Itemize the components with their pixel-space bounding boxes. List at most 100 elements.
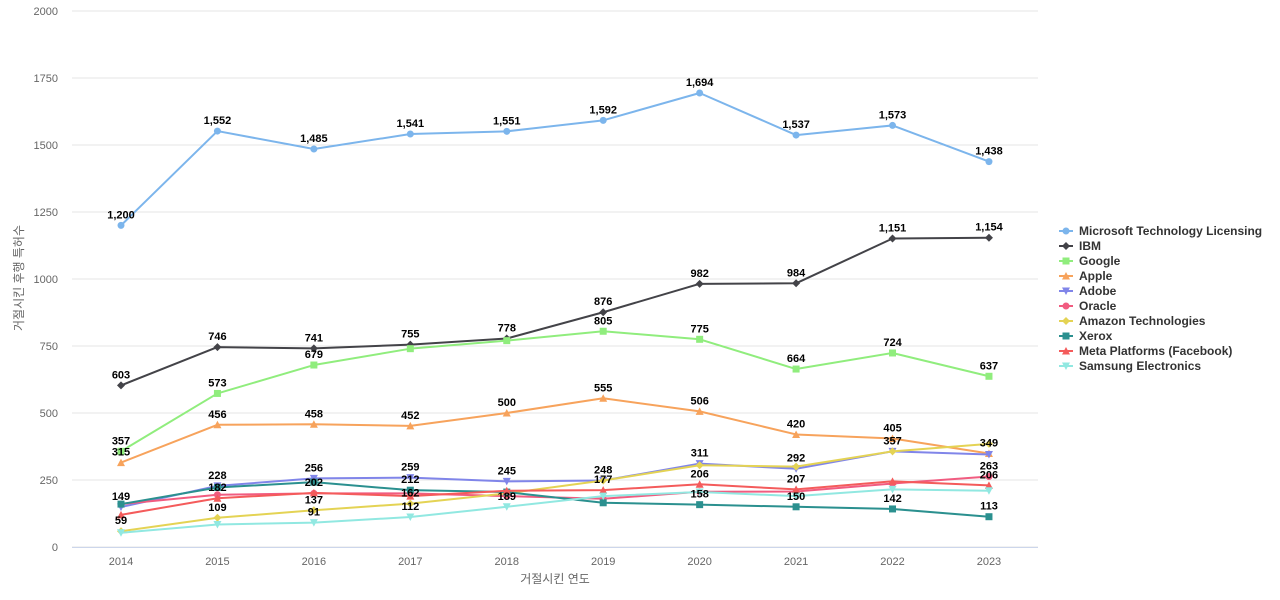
data-label: 109 <box>208 502 226 514</box>
data-label: 206 <box>980 469 998 481</box>
data-label: 1,573 <box>879 109 907 121</box>
data-point <box>502 503 511 511</box>
y-tick-label: 1750 <box>34 73 58 85</box>
legend-label: Adobe <box>1079 284 1117 298</box>
data-point <box>309 488 318 497</box>
legend-marker <box>1062 302 1070 310</box>
x-tick-label: 2021 <box>784 556 808 568</box>
data-point <box>310 361 318 369</box>
x-tick-label: 2023 <box>977 556 1001 568</box>
data-label: 149 <box>112 491 130 503</box>
x-tick-label: 2020 <box>687 556 711 568</box>
data-point <box>502 477 511 486</box>
data-label: 982 <box>690 268 708 280</box>
legend-item[interactable]: Amazon Technologies <box>1059 314 1206 328</box>
data-point <box>985 158 993 166</box>
data-label: 637 <box>980 360 998 372</box>
data-point <box>599 499 607 507</box>
legend-marker <box>1062 317 1070 325</box>
data-point <box>599 476 608 485</box>
data-label: 142 <box>883 493 901 505</box>
y-tick-label: 500 <box>40 408 58 420</box>
x-tick-label: 2015 <box>205 556 229 568</box>
legend-item[interactable]: IBM <box>1059 239 1101 253</box>
data-point <box>889 349 897 357</box>
legend-marker <box>1062 257 1070 265</box>
data-point <box>792 462 801 471</box>
data-point <box>117 510 125 519</box>
legend-item[interactable]: Meta Platforms (Facebook) <box>1059 344 1232 358</box>
data-label: 679 <box>305 349 323 361</box>
data-point <box>792 279 801 288</box>
data-label: 458 <box>305 408 323 420</box>
y-tick-label: 2000 <box>34 6 58 18</box>
legend-item[interactable]: Apple <box>1059 269 1113 283</box>
data-label: 603 <box>112 369 130 381</box>
data-label: 91 <box>308 507 320 519</box>
data-point <box>792 430 801 438</box>
data-label: 59 <box>115 515 127 527</box>
data-point <box>599 394 608 402</box>
data-label: 506 <box>690 395 708 407</box>
x-tick-label: 2019 <box>591 556 615 568</box>
legend-marker <box>1062 272 1070 280</box>
data-label: 420 <box>787 418 805 430</box>
data-label: 1,200 <box>107 209 135 221</box>
data-point <box>406 130 414 138</box>
data-point <box>213 420 222 429</box>
data-point <box>309 420 318 428</box>
data-point <box>888 485 897 494</box>
data-label: 162 <box>401 488 419 500</box>
data-label: 245 <box>498 465 516 477</box>
data-label: 212 <box>401 474 419 486</box>
data-point <box>406 345 414 353</box>
series-line-google <box>120 330 990 453</box>
data-label: 177 <box>594 474 612 486</box>
legend-item[interactable]: Google <box>1059 254 1121 268</box>
data-label: 755 <box>401 329 419 341</box>
data-point <box>599 492 608 501</box>
legend-label: Xerox <box>1079 329 1113 343</box>
series-line-microsoft-technology-licensing <box>120 92 990 227</box>
data-point <box>984 487 993 495</box>
data-point <box>117 381 125 390</box>
y-tick-label: 1250 <box>34 207 58 219</box>
legend-item[interactable]: Xerox <box>1059 329 1113 343</box>
legend-label: Google <box>1079 254 1121 268</box>
data-label: 805 <box>594 315 612 327</box>
legend-item[interactable]: Oracle <box>1059 299 1117 313</box>
y-tick-label: 750 <box>40 341 58 353</box>
data-point <box>792 485 801 493</box>
data-point <box>599 327 607 335</box>
y-axis-title: 거절시킨 후행 특허수 <box>11 225 26 331</box>
data-point <box>406 492 415 500</box>
data-label: 1,551 <box>493 115 521 127</box>
legend-label: Apple <box>1079 269 1113 283</box>
data-label: 206 <box>690 468 708 480</box>
legend-marker <box>1062 227 1070 235</box>
data-label: 137 <box>305 494 323 506</box>
data-point <box>696 501 704 509</box>
data-label: 259 <box>401 462 419 474</box>
data-point <box>309 506 318 515</box>
x-tick-label: 2022 <box>880 556 904 568</box>
legend-item[interactable]: Microsoft Technology Licensing <box>1059 224 1262 238</box>
data-label: 452 <box>401 410 419 422</box>
data-point <box>406 486 414 494</box>
series-ibm <box>117 233 993 390</box>
series-microsoft-technology-licensing <box>117 89 993 229</box>
legend-label: Microsoft Technology Licensing <box>1079 224 1262 238</box>
data-point <box>888 477 897 485</box>
series-line-adobe <box>120 450 990 509</box>
legend-item[interactable]: Samsung Electronics <box>1059 359 1201 373</box>
data-point <box>213 127 221 135</box>
legend-marker <box>1062 242 1070 250</box>
legend-marker <box>1062 362 1070 370</box>
data-label: 500 <box>498 397 516 409</box>
data-label: 292 <box>787 453 805 465</box>
data-point <box>888 234 897 243</box>
y-tick-label: 1500 <box>34 140 58 152</box>
series-line-ibm <box>120 236 990 387</box>
data-point <box>117 221 125 229</box>
legend-item[interactable]: Adobe <box>1059 284 1117 298</box>
